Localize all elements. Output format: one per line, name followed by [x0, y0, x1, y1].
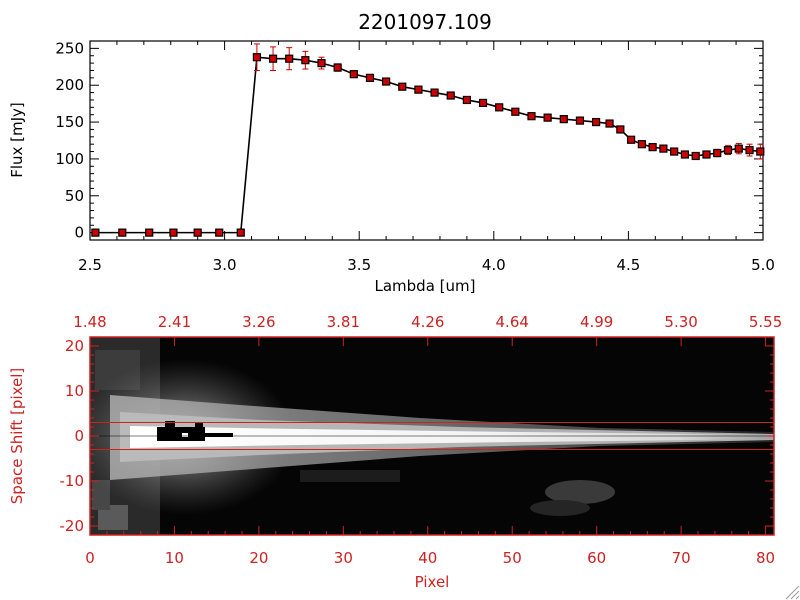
data-point	[495, 103, 504, 112]
data-point	[169, 228, 178, 237]
pixel-axis-label: Pixel	[415, 573, 450, 591]
shift-tick-label: 0	[74, 427, 84, 445]
image-axis-ticks	[89, 336, 774, 536]
data-point	[118, 228, 127, 237]
data-point	[301, 56, 310, 65]
pixel-tick-label: 0	[85, 549, 95, 567]
x-tick-label: 4.0	[482, 256, 506, 274]
pixel-tick-label: 60	[587, 549, 606, 567]
data-point	[193, 228, 202, 237]
data-point	[575, 116, 585, 125]
data-point	[626, 135, 636, 144]
data-point	[745, 145, 754, 155]
wavelength-tick-label: 3.26	[242, 313, 275, 331]
spectrum-series	[91, 43, 765, 237]
shift-tick-label: 20	[65, 337, 84, 355]
data-point	[285, 54, 294, 63]
data-point	[349, 70, 358, 79]
y-tick-label: 50	[65, 187, 84, 205]
data-point	[446, 91, 455, 100]
pixel-tick-label: 70	[672, 549, 691, 567]
data-point	[591, 117, 601, 127]
spectrum-plot-frame	[89, 40, 764, 241]
data-point	[365, 73, 375, 82]
image-tick-labels: 0 10 20 30 40 50 60 70 80 1.48 2.41 3.26 3.81 4.26 4.6…	[60, 313, 783, 567]
wavelength-tick-label: 1.48	[73, 313, 106, 331]
data-point	[723, 145, 733, 155]
x-tick-label: 4.5	[616, 256, 640, 274]
data-point	[670, 147, 679, 156]
data-point	[756, 147, 765, 156]
resize-grip-icon[interactable]	[785, 585, 800, 600]
x-tick-label: 3.0	[213, 256, 237, 274]
spectrum-chart: 2201097.109 2.5 3.0 3.5 4.0 4.5 5.00501001502…	[8, 10, 775, 295]
data-point	[691, 151, 700, 161]
pixel-tick-label: 30	[334, 549, 353, 567]
pixel-tick-label: 20	[249, 549, 268, 567]
y-tick-label: 200	[55, 76, 84, 94]
x-tick-label: 2.5	[78, 256, 102, 274]
data-point	[145, 228, 154, 237]
data-point	[333, 63, 342, 72]
chart-title: 2201097.109	[358, 10, 492, 34]
wavelength-tick-label: 3.81	[327, 313, 360, 331]
data-point	[268, 54, 278, 63]
data-point	[252, 53, 262, 62]
data-point	[559, 115, 568, 124]
data-point	[702, 150, 711, 159]
wavelength-tick-label: 5.30	[664, 313, 697, 331]
y-tick-label: 0	[74, 224, 84, 242]
data-point	[637, 140, 646, 149]
wavelength-tick-label: 4.64	[496, 313, 529, 331]
spectrum-image-panel: 0 10 20 30 40 50 60 70 80 1.48 2.41 3.26 3.81 4.26 4.6…	[8, 313, 782, 591]
data-point	[430, 88, 439, 97]
x-axis-label: Lambda [um]	[375, 277, 476, 295]
y-tick-label: 150	[55, 113, 84, 131]
data-point	[616, 125, 625, 134]
y-tick-label: 250	[55, 39, 84, 57]
data-point	[414, 85, 423, 94]
y-axis-label: Flux [mJy]	[8, 102, 26, 178]
data-point	[543, 113, 552, 122]
spectrum-axis-ticks	[89, 41, 764, 240]
shift-tick-label: -20	[60, 517, 85, 535]
data-point	[680, 150, 690, 159]
wavelength-tick-label: 4.99	[580, 313, 613, 331]
data-point	[317, 59, 326, 68]
data-point	[91, 228, 100, 237]
data-point	[382, 77, 391, 86]
data-point	[398, 82, 407, 91]
x-tick-label: 5.0	[751, 256, 775, 274]
pixel-tick-label: 10	[165, 549, 184, 567]
pixel-tick-label: 80	[756, 549, 775, 567]
spectrum-tick-labels: 2.5 3.0 3.5 4.0 4.5 5.0 0 50 100 150 200 250	[55, 39, 775, 274]
data-point	[659, 144, 668, 153]
y-tick-label: 100	[55, 150, 84, 168]
wavelength-tick-label: 2.41	[158, 313, 191, 331]
data-point	[478, 98, 488, 108]
data-point	[462, 95, 471, 105]
pixel-tick-label: 50	[503, 549, 522, 567]
data-point	[648, 143, 657, 152]
shift-tick-label: -10	[60, 472, 85, 490]
data-point	[511, 107, 520, 116]
pixel-tick-label: 40	[418, 549, 437, 567]
data-point	[215, 228, 224, 237]
wavelength-tick-label: 4.26	[411, 313, 444, 331]
data-point	[236, 228, 245, 237]
shift-tick-label: 10	[65, 382, 84, 400]
x-tick-label: 3.5	[347, 256, 371, 274]
wavelength-tick-label: 5.55	[749, 313, 782, 331]
data-point	[734, 144, 743, 153]
space-shift-axis-label: Space Shift [pixel]	[8, 368, 26, 505]
data-point	[605, 119, 614, 128]
data-point	[527, 112, 536, 121]
data-point	[713, 148, 722, 158]
